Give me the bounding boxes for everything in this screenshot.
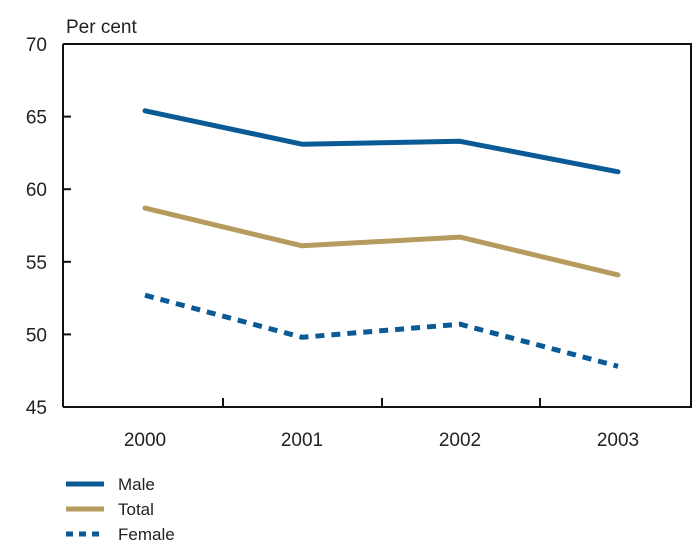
y-axis-unit-label: Per cent <box>66 17 137 38</box>
legend-label-total: Total <box>118 500 154 519</box>
x-axis: 2000 2001 2002 2003 <box>124 398 639 451</box>
y-axis: 45 50 55 60 65 70 <box>26 35 71 419</box>
chart-axes <box>62 43 692 408</box>
plot-area <box>142 108 621 369</box>
legend: Male Total Female <box>66 475 175 544</box>
y-tick-label: 70 <box>26 35 47 56</box>
series-line-total <box>142 205 621 278</box>
y-tick-label: 50 <box>26 325 47 346</box>
y-tick-label: 60 <box>26 180 47 201</box>
x-tick-label: 2001 <box>281 430 323 451</box>
legend-label-female: Female <box>118 525 175 544</box>
y-tick-label: 45 <box>26 398 47 419</box>
legend-label-male: Male <box>118 475 155 494</box>
x-tick-label: 2002 <box>439 430 481 451</box>
x-tick-label: 2003 <box>597 430 639 451</box>
x-tick-label: 2000 <box>124 430 166 451</box>
y-tick-label: 55 <box>26 253 47 274</box>
y-tick-label: 65 <box>26 108 47 129</box>
series-line-male <box>142 108 621 175</box>
series-line-female <box>144 292 619 369</box>
